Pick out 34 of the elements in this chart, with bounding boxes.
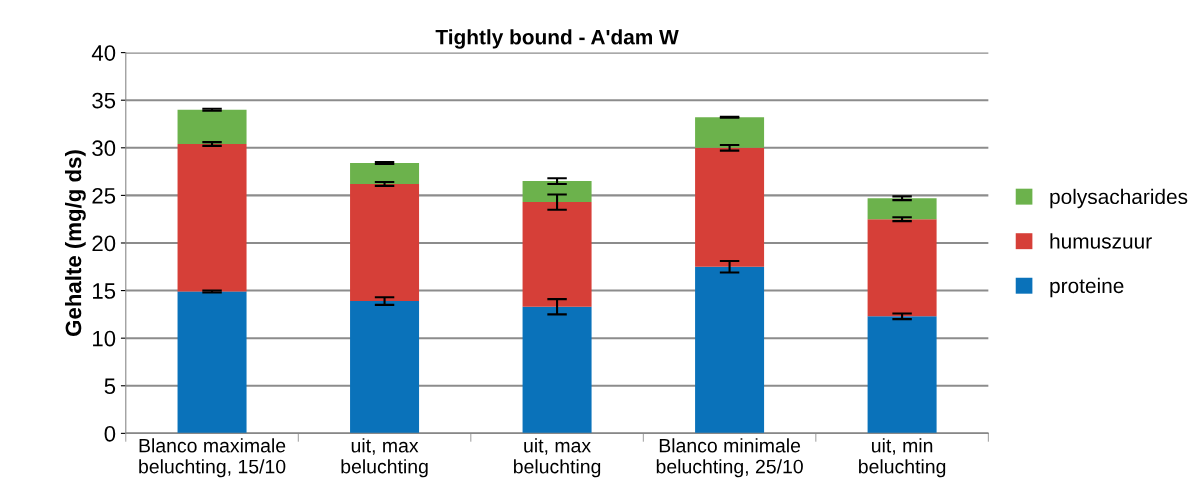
legend-label: proteine — [1050, 277, 1124, 298]
bar — [867, 316, 937, 434]
bar — [350, 301, 420, 434]
bar — [350, 183, 420, 302]
bar — [695, 117, 765, 148]
bar — [522, 306, 592, 434]
x-tick-label: uit, max beluchting — [341, 438, 428, 478]
y-tick-label: 10 — [93, 330, 116, 347]
bar — [177, 291, 247, 434]
y-tick-label: 0 — [104, 425, 116, 442]
legend-label: humuszuur — [1050, 233, 1152, 249]
chart-title: Tightly bound - A'dam W — [435, 29, 679, 49]
y-tick-label: 15 — [93, 283, 116, 299]
x-tick-label: uit, max beluchting — [514, 438, 601, 478]
bar — [177, 143, 247, 292]
bar — [350, 163, 420, 184]
x-tick-label: Blanco minimale beluchting, 25/10 — [656, 438, 803, 478]
y-tick-label: 30 — [92, 140, 116, 157]
y-tick-label: 25 — [92, 187, 116, 204]
y-tick-label: 35 — [92, 92, 116, 109]
bar — [522, 181, 592, 203]
bar — [867, 219, 937, 317]
y-tick-label: 5 — [104, 378, 116, 395]
bar — [177, 109, 247, 144]
y-tick-label: 40 — [91, 45, 116, 61]
bar — [522, 202, 592, 307]
bar — [695, 147, 765, 267]
x-tick-label: Blanco maximale beluchting, 15/10 — [139, 438, 286, 478]
x-tick-label: uit, min beluchting — [859, 438, 946, 478]
y-axis-title: Gehalte (mg/g ds) — [64, 150, 86, 336]
bar — [867, 198, 937, 220]
bar — [695, 266, 765, 434]
y-tick-label: 20 — [92, 235, 116, 252]
legend-label: polysacharides — [1050, 188, 1188, 209]
